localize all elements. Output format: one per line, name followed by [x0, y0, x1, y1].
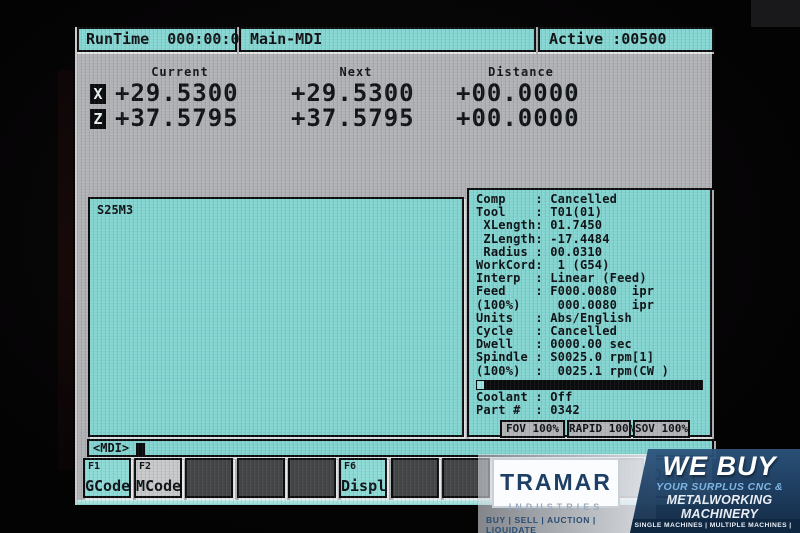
- axis-row-x: X +29.5300 +29.5300 +00.0000: [77, 81, 712, 106]
- axis-label-x: X: [90, 84, 106, 104]
- bezel-edge: [58, 70, 73, 470]
- spindle-override-box: SOV 100%: [633, 420, 690, 438]
- active-label: Active :: [549, 30, 622, 48]
- dealer-watermark: TRAMAR INDUSTRIES BUY | SELL | AUCTION |…: [478, 449, 800, 533]
- status-line-xlength: XLength: 01.7450: [476, 218, 603, 233]
- rapid-override-box: RAPID 100%: [567, 420, 635, 438]
- program-display-panel: S25M3: [88, 197, 464, 437]
- status-line-workcord: WorkCord: 1 (G54): [476, 258, 610, 273]
- status-line-feed: Feed : F000.0080 ipr: [476, 284, 655, 299]
- softkey-f6-displ[interactable]: F6 Displ: [339, 458, 387, 498]
- softkey-f3-empty[interactable]: [185, 458, 233, 498]
- x-current-position: +29.5300: [115, 79, 239, 107]
- mode-title: Main-MDI: [250, 30, 323, 48]
- tramar-logo-subtext: INDUSTRIES: [508, 502, 604, 512]
- feed-override-box: FOV 100%: [500, 420, 565, 438]
- runtime-value: 000:00:00: [167, 30, 249, 48]
- mdi-command-line[interactable]: <MDI>: [87, 439, 714, 457]
- softkey-f5-empty[interactable]: [288, 458, 336, 498]
- softkey-f1-gcode[interactable]: F1 GCode: [83, 458, 131, 498]
- text-cursor: [136, 442, 146, 455]
- status-line-spindle: Spindle : S0025.0 rpm[1]: [476, 350, 655, 365]
- status-panel: Comp : Cancelled Tool : T01(01) XLength:…: [467, 188, 712, 437]
- status-line-cycle: Cycle : Cancelled: [476, 324, 618, 339]
- we-buy-footer-strip: SINGLE MACHINES | MULTIPLE MACHINES | EN…: [630, 519, 800, 533]
- z-current-position: +37.5795: [115, 104, 239, 132]
- axis-header-distance: Distance: [488, 65, 554, 79]
- status-line-zlength: ZLength: -17.4484: [476, 231, 610, 246]
- runtime-label: RunTime: [86, 30, 150, 48]
- z-next-position: +37.5795: [291, 104, 415, 132]
- tramar-logo-text: TRAMAR: [500, 469, 612, 495]
- status-line-units: Units : Abs/English: [476, 310, 632, 325]
- softkey-f2-mcode[interactable]: F2 MCode: [134, 458, 182, 498]
- status-line-coolant: Coolant : Off: [476, 389, 573, 404]
- z-distance-to-go: +00.0000: [456, 104, 580, 132]
- axis-header-next: Next: [339, 65, 373, 79]
- tramar-logo: TRAMAR: [492, 458, 620, 508]
- runtime-box: RunTime 000:00:00: [77, 27, 249, 52]
- active-program-box: Active :00500: [538, 27, 714, 52]
- status-line-part-count: Part # : 0342: [476, 403, 580, 418]
- axis-row-z: Z +37.5795 +37.5795 +00.0000: [77, 106, 712, 131]
- status-line-spindle-override: (100%) : 0025.1 rpm(CW ): [476, 363, 670, 378]
- axis-label-z: Z: [90, 109, 106, 129]
- axis-header-current: Current: [151, 65, 209, 79]
- we-buy-banner: WE BUY YOUR SURPLUS CNC & METALWORKING M…: [630, 449, 800, 533]
- bezel-reflection: [751, 0, 800, 27]
- softkey-f4-empty[interactable]: [237, 458, 285, 498]
- program-block-text: S25M3: [97, 203, 134, 217]
- tramar-tagline: BUY | SELL | AUCTION | LIQUIDATE: [486, 515, 596, 533]
- spindle-load-bar-marker: [477, 380, 484, 389]
- active-program-number: 00500: [621, 30, 667, 48]
- we-buy-subline-1: YOUR SURPLUS CNC &: [656, 481, 783, 493]
- status-line-feed-override: (100%) 000.0080 ipr: [476, 297, 655, 312]
- status-line-dwell: Dwell : 0000.00 sec: [476, 337, 632, 352]
- we-buy-subline-2: METALWORKING MACHINERY: [666, 493, 773, 521]
- x-next-position: +29.5300: [291, 79, 415, 107]
- cnc-screen: RunTime 000:00:00 Main-MDI Active :00500…: [75, 27, 714, 505]
- status-line-comp: Comp : Cancelled: [476, 192, 618, 206]
- mdi-prompt: <MDI>: [93, 441, 130, 455]
- x-distance-to-go: +00.0000: [456, 79, 580, 107]
- screen-bottom-edge: [77, 500, 712, 505]
- mode-title-box: Main-MDI: [239, 27, 536, 52]
- spindle-load-bar: [476, 379, 703, 390]
- softkey-f7-empty[interactable]: [391, 458, 439, 498]
- status-line-tool: Tool : T01(01): [476, 205, 603, 220]
- we-buy-headline: WE BUY: [662, 451, 777, 481]
- status-line-radius: Radius : 00.0310: [476, 244, 603, 259]
- status-line-interp: Interp : Linear (Feed): [476, 271, 647, 286]
